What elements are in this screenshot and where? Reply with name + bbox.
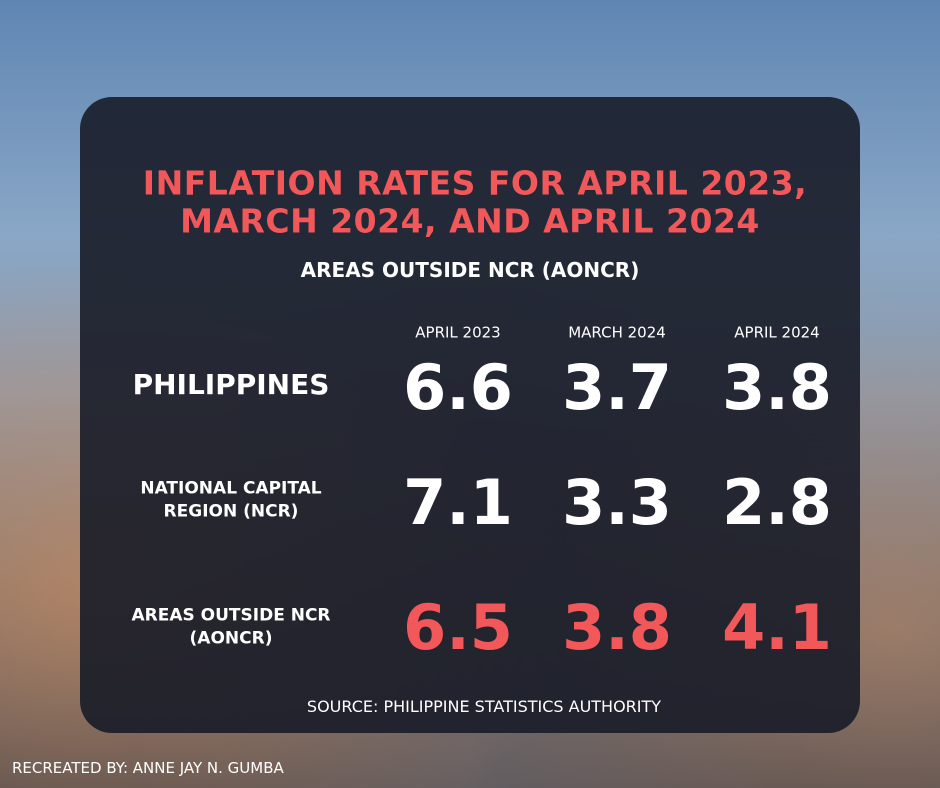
value: 3.8 xyxy=(562,591,672,664)
column-header: APRIL 2024 xyxy=(734,323,820,342)
row-label: (AONCR) xyxy=(189,628,273,649)
value: 6.6 xyxy=(403,351,513,424)
value: 3.8 xyxy=(722,351,832,424)
source: SOURCE: PHILIPPINE STATISTICS AUTHORITY xyxy=(306,697,662,716)
card xyxy=(80,97,860,733)
title: MARCH 2024, AND APRIL 2024 xyxy=(180,201,760,241)
subtitle: AREAS OUTSIDE NCR (AONCR) xyxy=(300,258,640,282)
credit: RECREATED BY: ANNE JAY N. GUMBA xyxy=(12,759,284,777)
value: 2.8 xyxy=(722,466,832,539)
row-label: AREAS OUTSIDE NCR xyxy=(131,605,331,626)
value: 3.3 xyxy=(562,466,672,539)
column-header: MARCH 2024 xyxy=(568,323,666,342)
column-header: APRIL 2023 xyxy=(415,323,501,342)
row-label: NATIONAL CAPITAL xyxy=(140,478,322,499)
value: 3.7 xyxy=(562,351,672,424)
value: 7.1 xyxy=(403,466,513,539)
row-label: REGION (NCR) xyxy=(163,501,299,522)
title: INFLATION RATES FOR APRIL 2023, xyxy=(142,163,808,203)
row-label: PHILIPPINES xyxy=(132,368,330,401)
value: 4.1 xyxy=(722,591,832,664)
value: 6.5 xyxy=(403,591,513,664)
